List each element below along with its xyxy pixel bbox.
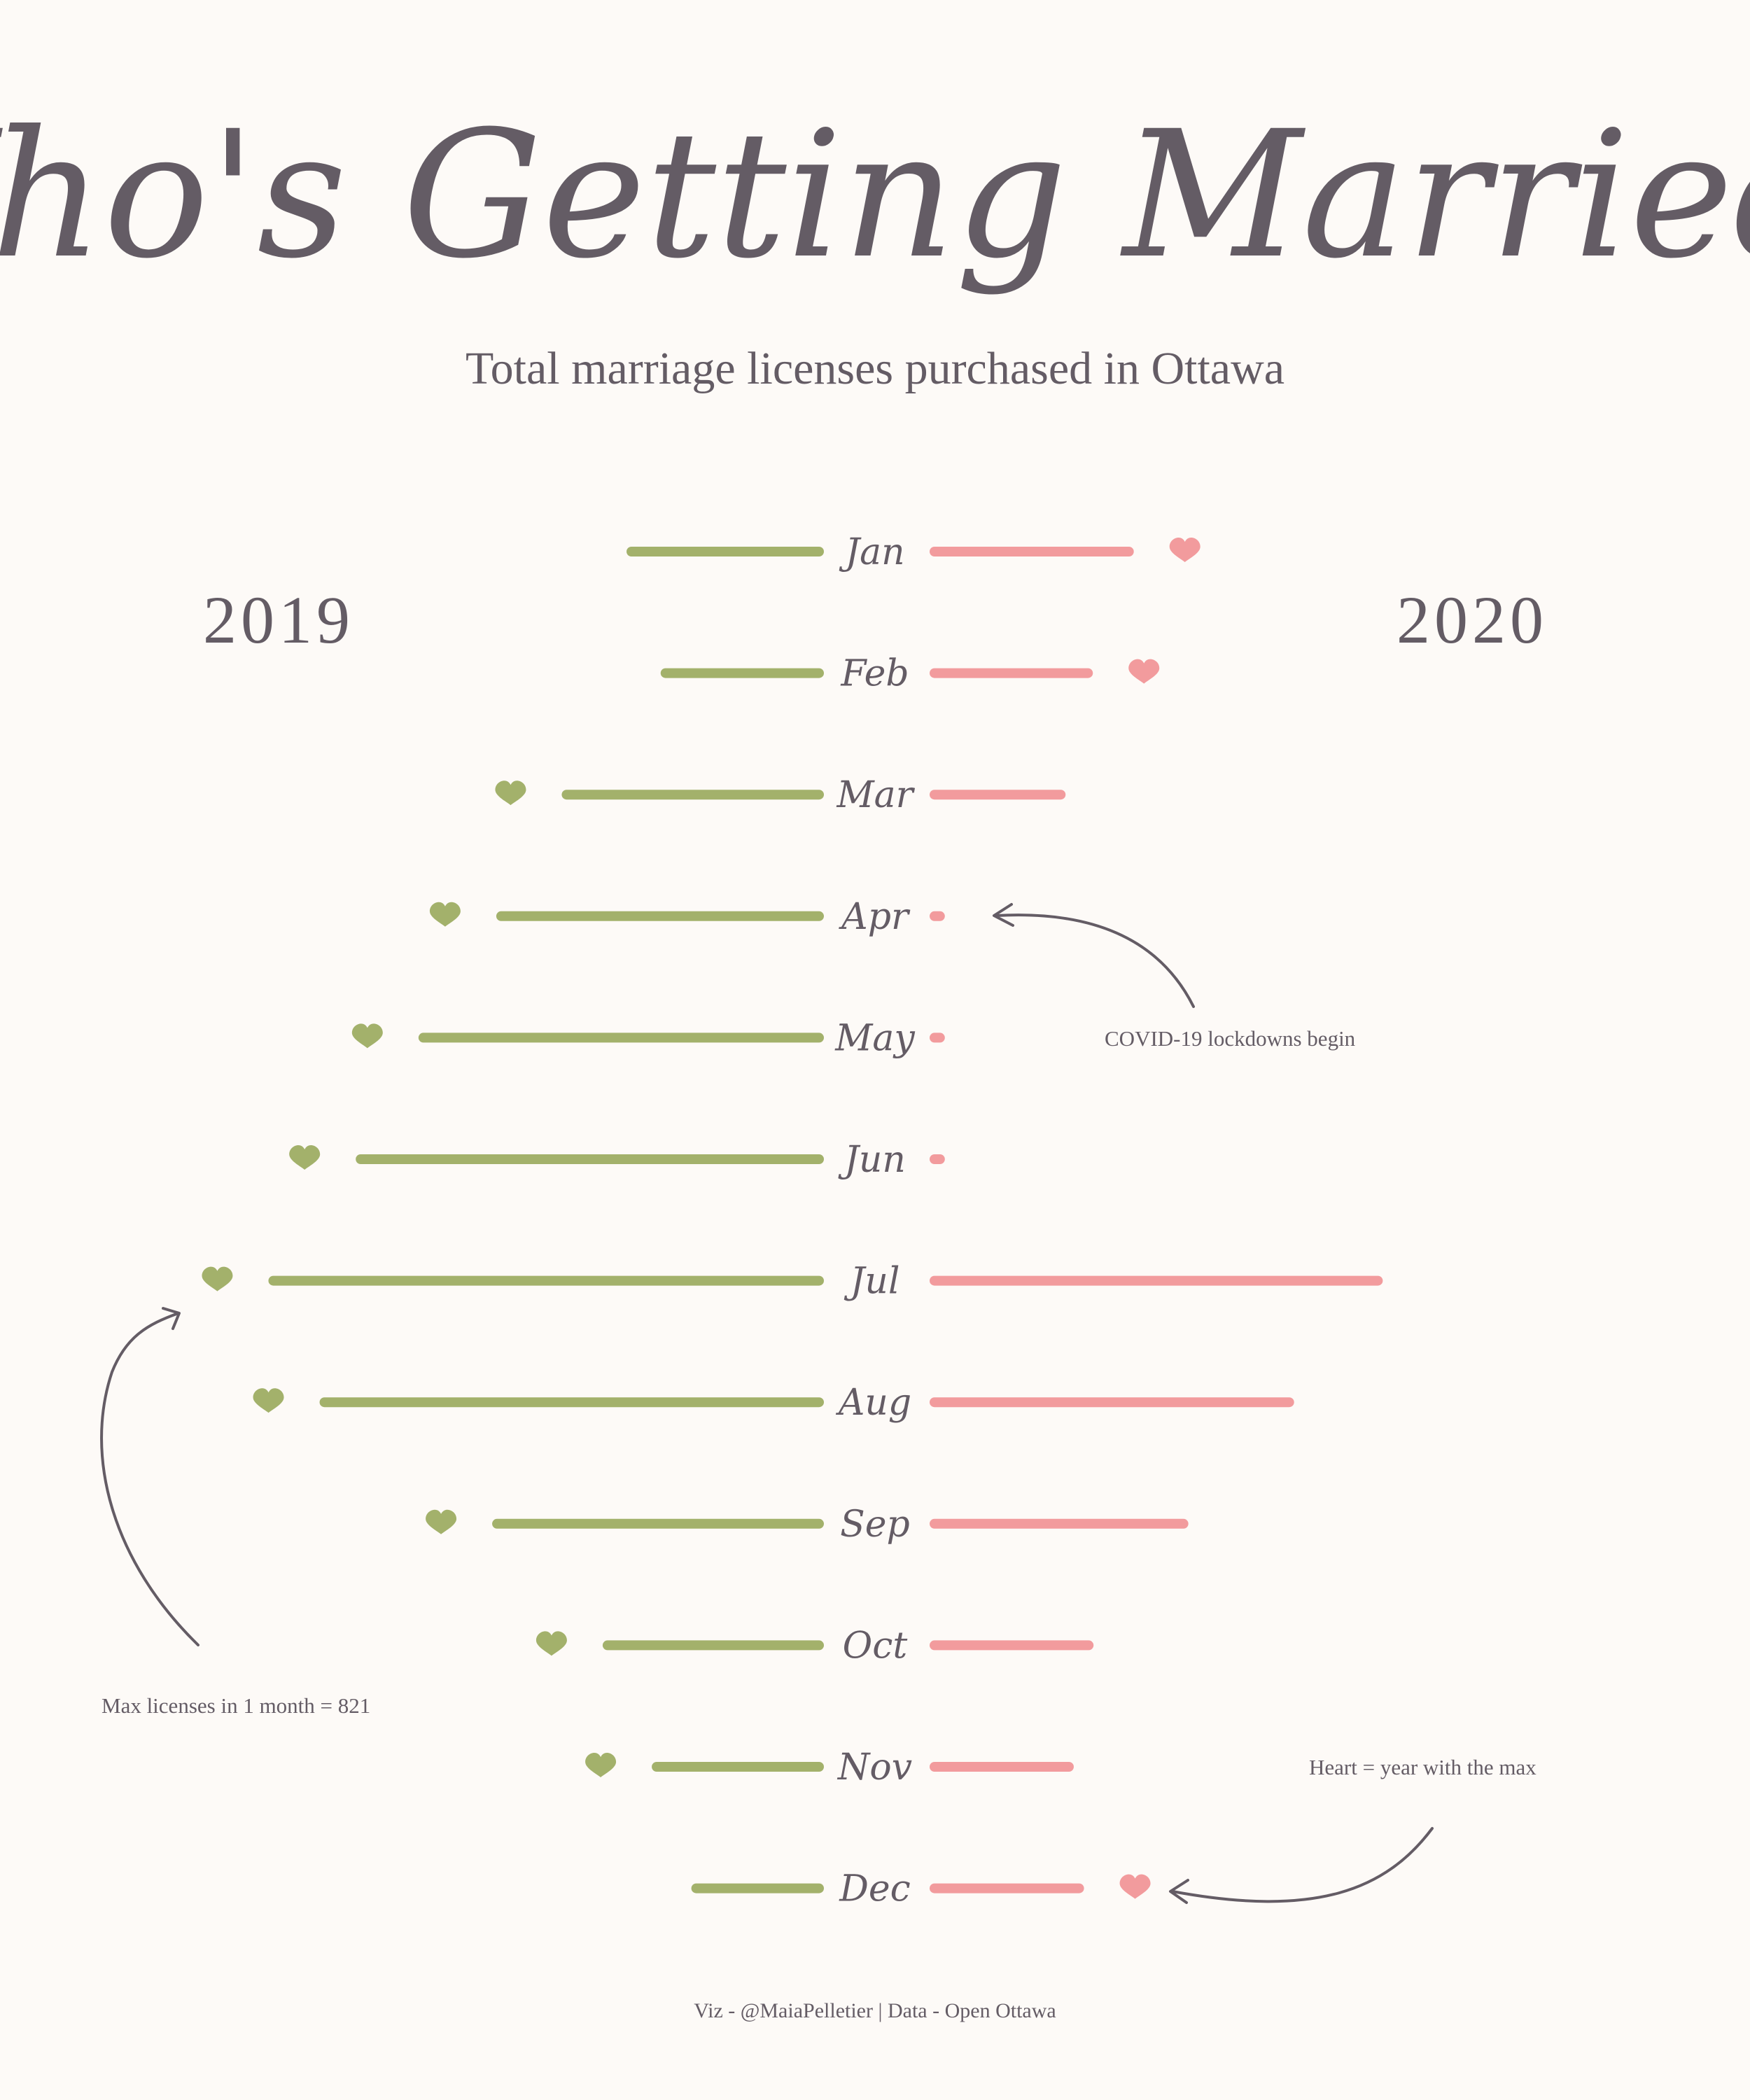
heart-icon-2020-jan	[1169, 538, 1200, 562]
bars-group: Jan Feb Mar Apr May Jun Jul Aug Sep Oct Nov Dec	[202, 531, 1383, 1910]
max-annotation: Max licenses in 1 month = 821	[102, 1693, 370, 1718]
legend-2019: 2019	[203, 582, 354, 657]
month-label-mar: Mar	[836, 774, 915, 816]
month-label-aug: Aug	[836, 1382, 911, 1424]
covid-arrow	[995, 913, 1195, 1008]
heart-icon-2019-oct	[536, 1631, 567, 1656]
max-arrow	[100, 1312, 200, 1646]
heart-icon-2019-nov	[585, 1753, 617, 1777]
heart-icon-2019-mar	[495, 780, 526, 806]
month-label-may: May	[834, 1017, 915, 1059]
chart-title: Who's Getting Married?	[0, 93, 1750, 297]
month-label-feb: Feb	[840, 653, 909, 695]
heart-icon-2019-jul	[202, 1266, 233, 1292]
heart-icon-2019-sep	[426, 1509, 457, 1534]
month-label-oct: Oct	[843, 1625, 908, 1667]
heart-icon-2019-jun	[289, 1145, 321, 1170]
chart-subtitle: Total marriage licenses purchased in Ott…	[465, 343, 1284, 394]
credit: Viz - @MaiaPelletier | Data - Open Ottaw…	[694, 1999, 1056, 2022]
heart-icon-2020-dec	[1119, 1874, 1151, 1899]
heart-arrowhead	[1169, 1879, 1189, 1904]
heart-annotation: Heart = year with the max	[1309, 1755, 1536, 1779]
month-label-sep: Sep	[840, 1504, 910, 1546]
max-arrowhead	[162, 1307, 181, 1330]
covid-arrowhead	[993, 903, 1014, 927]
legend-2020: 2020	[1396, 582, 1548, 657]
heart-arrow	[1171, 1827, 1434, 1903]
month-label-nov: Nov	[836, 1746, 912, 1788]
heart-icon-2019-may	[351, 1023, 383, 1049]
month-label-dec: Dec	[839, 1868, 911, 1910]
heart-icon-2019-aug	[253, 1388, 284, 1413]
month-label-jun: Jun	[838, 1139, 906, 1181]
month-label-jul: Jul	[844, 1261, 900, 1303]
covid-annotation: COVID-19 lockdowns begin	[1105, 1026, 1356, 1051]
heart-icon-2020-feb	[1128, 659, 1160, 684]
heart-icon-2019-apr	[429, 902, 461, 927]
month-label-jan: Jan	[839, 531, 904, 573]
month-label-apr: Apr	[839, 896, 911, 938]
